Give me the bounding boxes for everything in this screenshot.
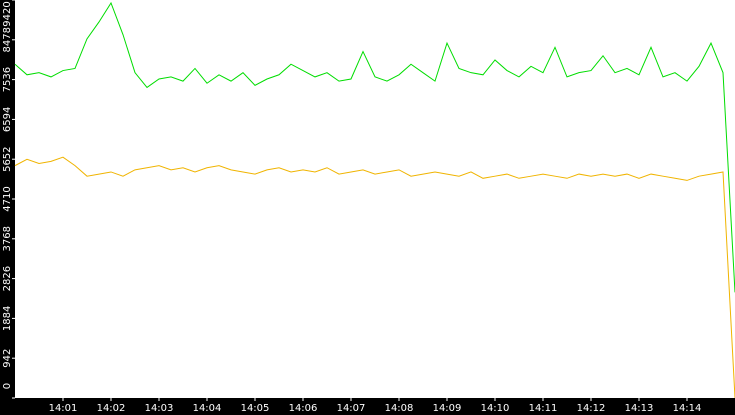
x-tick-label: 14:11 xyxy=(529,403,558,414)
x-tick-label: 14:03 xyxy=(145,403,174,414)
y-tick-label: 9420 xyxy=(2,1,13,26)
plot-area xyxy=(15,0,735,398)
y-tick-label: 2826 xyxy=(2,266,13,291)
x-tick-label: 14:10 xyxy=(481,403,510,414)
y-tick-label: 0 xyxy=(2,383,13,389)
line-series xyxy=(14,156,735,399)
x-tick-label: 14:13 xyxy=(625,403,654,414)
x-tick-label: 14:05 xyxy=(241,403,270,414)
y-tick-label: 5652 xyxy=(2,146,13,171)
x-tick-label: 14:12 xyxy=(577,403,606,414)
y-tick-label: 942 xyxy=(2,349,13,368)
y-tick-label: 7536 xyxy=(2,67,13,92)
y-tick-label: 3768 xyxy=(2,226,13,251)
x-tick-label: 14:08 xyxy=(385,403,414,414)
x-tick-label: 14:04 xyxy=(193,403,222,414)
line-series xyxy=(14,1,735,293)
y-tick-label: 1884 xyxy=(2,306,13,331)
x-tick-label: 14:06 xyxy=(289,403,318,414)
x-tick-label: 14:07 xyxy=(337,403,366,414)
x-tick-label: 14:14 xyxy=(673,403,702,414)
x-tick-label: 14:09 xyxy=(433,403,462,414)
x-tick-label: 14:02 xyxy=(97,403,126,414)
y-tick-label: 4710 xyxy=(2,186,13,211)
y-tick-label: 6594 xyxy=(2,107,13,132)
x-tick-label: 14:01 xyxy=(49,403,78,414)
y-tick-label: 8478 xyxy=(2,27,13,52)
